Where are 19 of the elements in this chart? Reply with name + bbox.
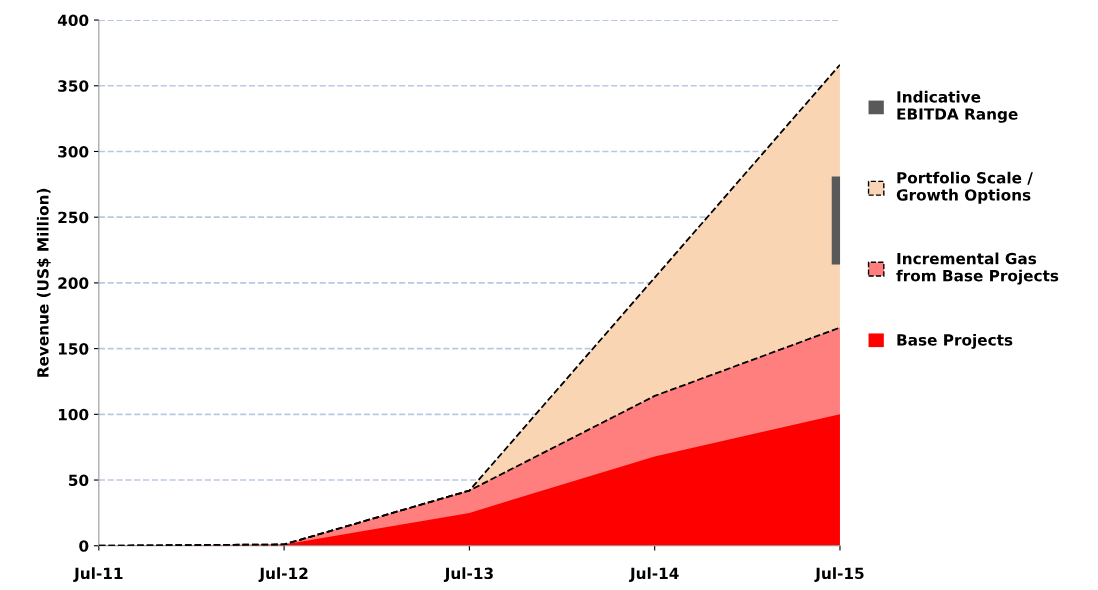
x-tick-label: Jul-15 xyxy=(814,567,864,582)
x-tick-label: Jul-13 xyxy=(443,567,493,582)
legend-label: Indicative EBITDA Range xyxy=(897,90,1018,123)
y-tick-label: 150 xyxy=(58,343,89,355)
y-tick-label: 350 xyxy=(58,80,89,92)
y-tick-label: 0 xyxy=(79,540,89,552)
y-tick-label: 200 xyxy=(58,277,89,289)
legend-label: Incremental Gas from Base Projects xyxy=(896,252,1059,285)
x-tick-label: Jul-14 xyxy=(629,567,679,582)
x-tick-label: Jul-11 xyxy=(73,567,123,582)
y-tick-label: 100 xyxy=(58,408,89,421)
y-axis-title: Revenue (US$ Million) xyxy=(36,188,51,377)
y-tick-label: 400 xyxy=(57,14,89,27)
legend-label: Portfolio Scale / Growth Options xyxy=(896,171,1033,204)
x-tick-label: Jul-12 xyxy=(258,567,308,582)
legend-label: Base Projects xyxy=(897,333,1013,349)
y-tick-label: 300 xyxy=(58,145,89,158)
y-tick-label: 250 xyxy=(58,211,89,224)
y-tick-label: 50 xyxy=(69,474,89,487)
